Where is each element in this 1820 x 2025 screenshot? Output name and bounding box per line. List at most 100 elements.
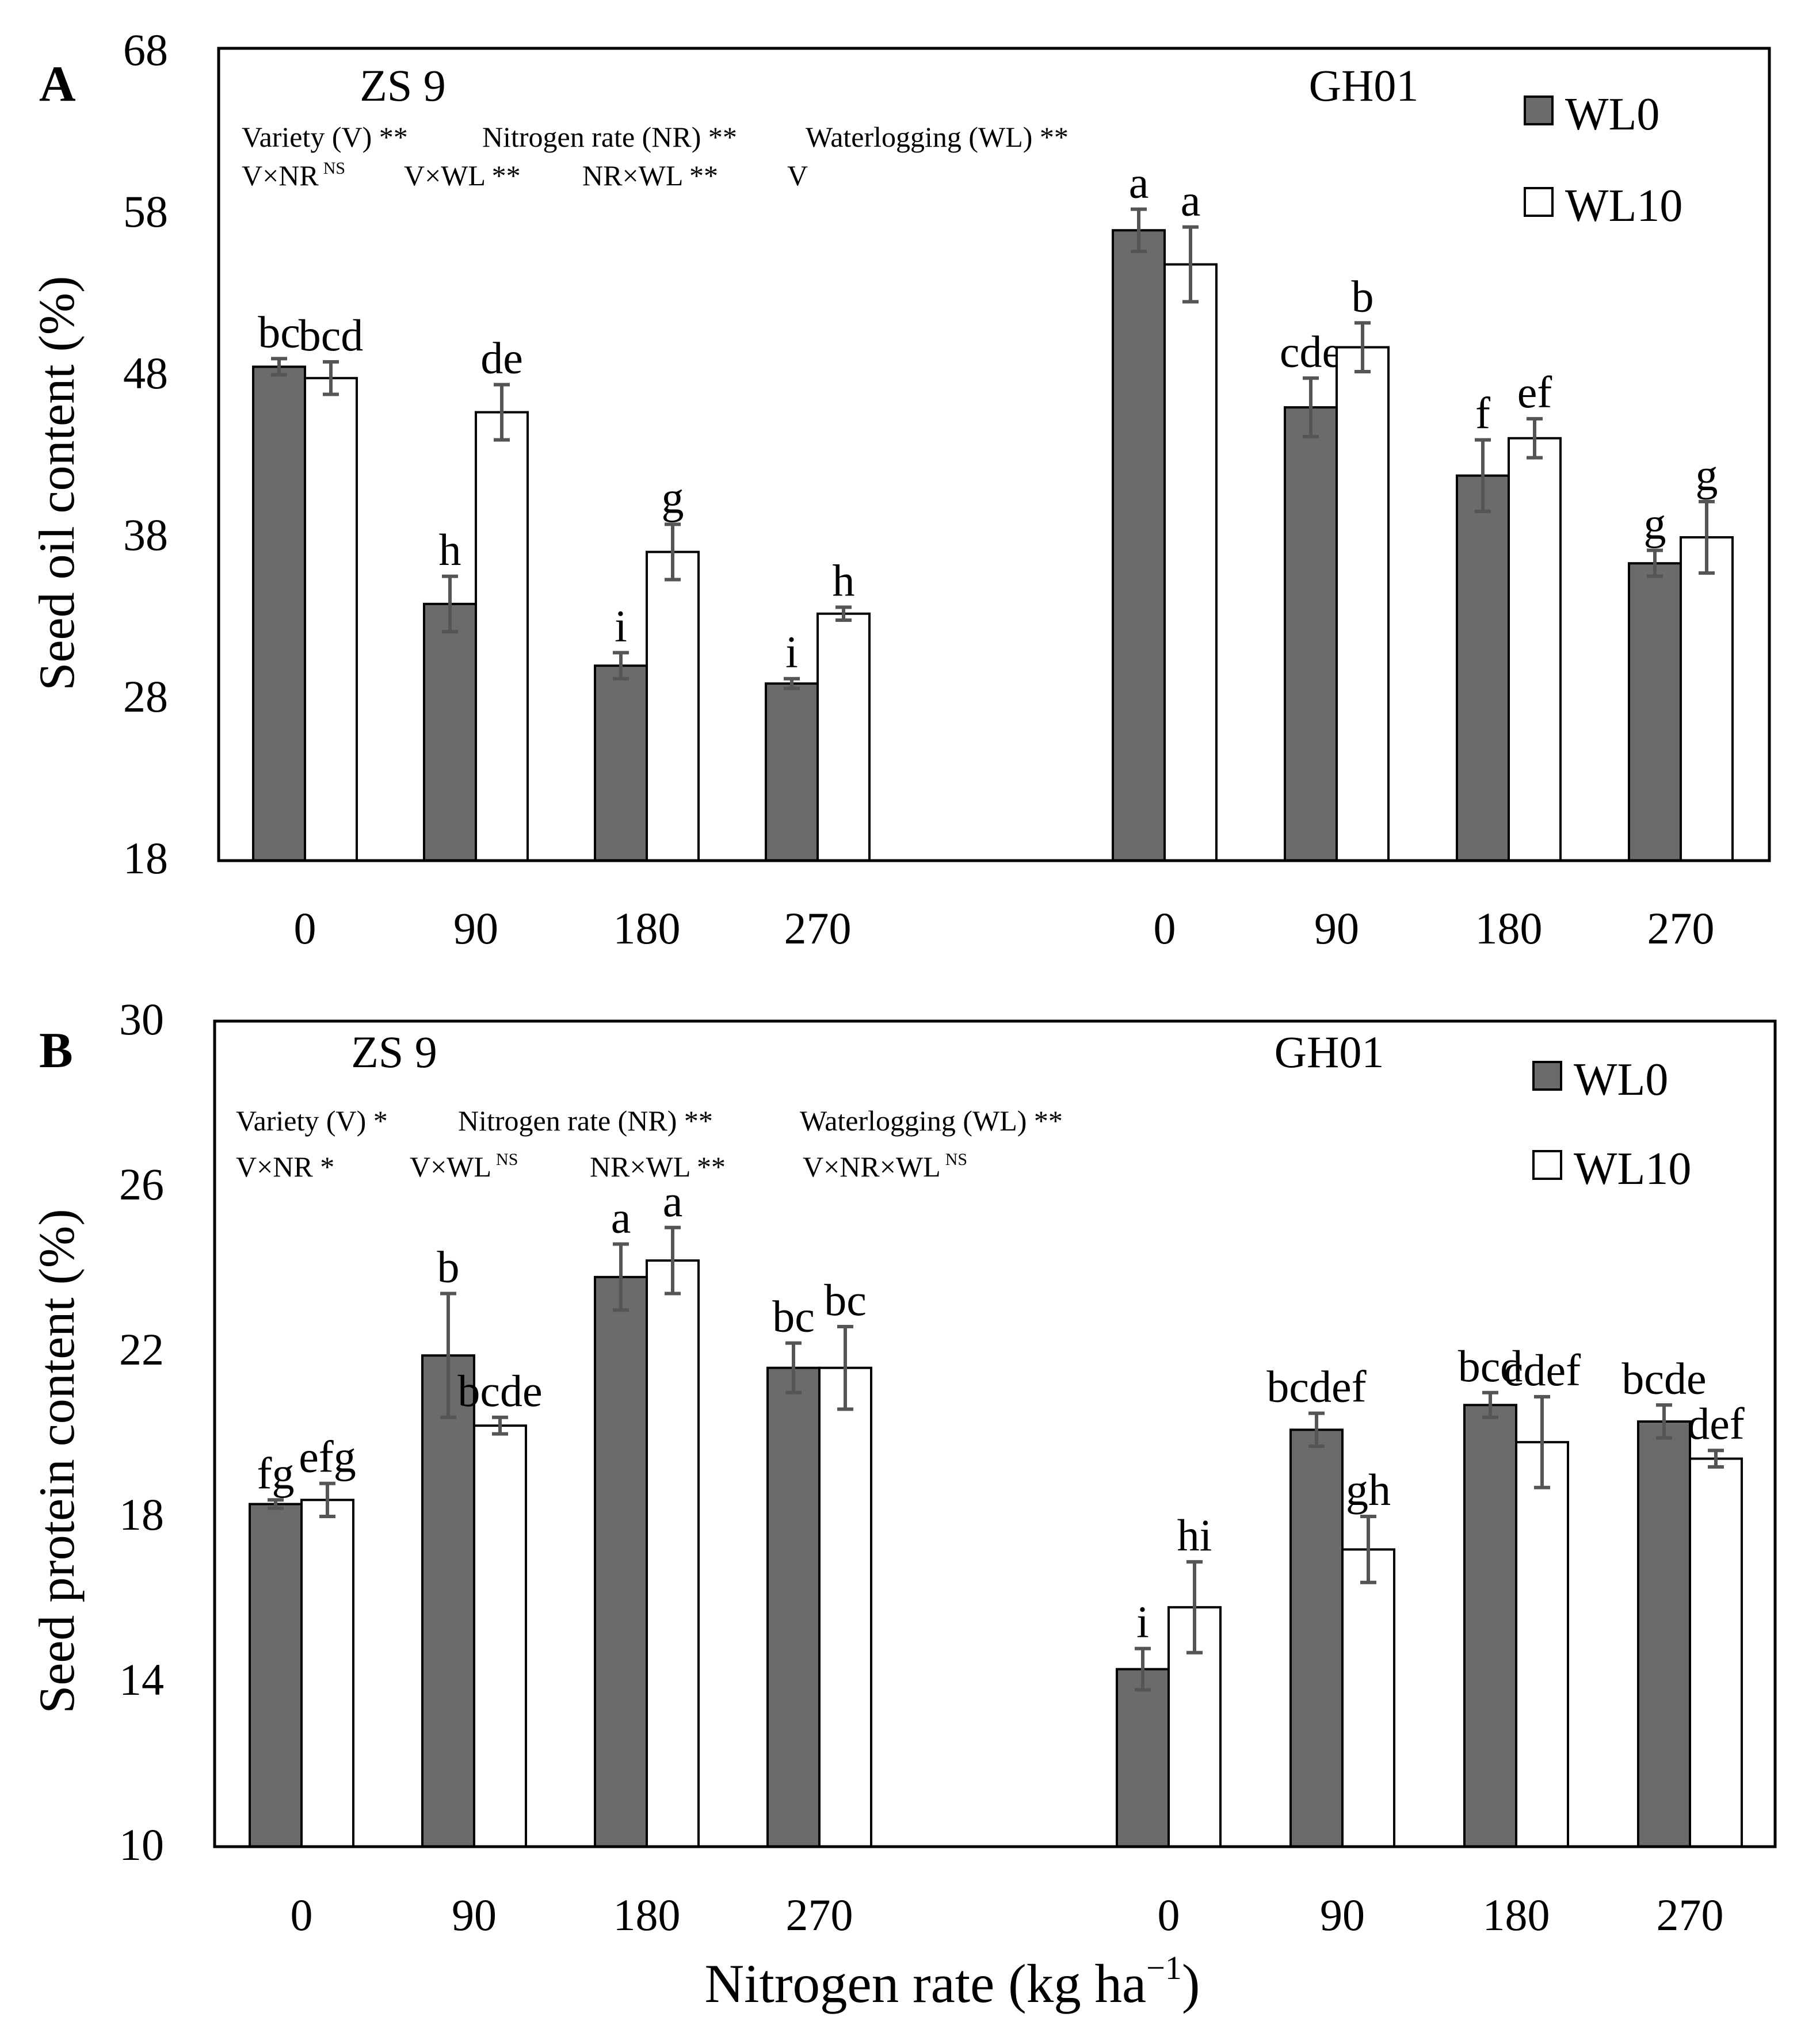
error-bar xyxy=(1482,1390,1498,1419)
significance-label: b xyxy=(437,1242,460,1292)
legend-swatch-wl0 xyxy=(1532,1061,1562,1091)
anova-variety: Variety (V) ** xyxy=(242,121,408,153)
bar-wl10 xyxy=(1341,1548,1395,1848)
anova-v-wl: V×WL NS xyxy=(410,1150,518,1183)
significance-label: a xyxy=(663,1176,683,1226)
significance-label: bcde xyxy=(457,1366,542,1416)
y-tick-label: 18 xyxy=(123,833,168,883)
anova-v-wl-text: V×WL xyxy=(410,1151,491,1183)
x-tick-label: 0 xyxy=(1154,903,1176,953)
anova-nitrogen: Nitrogen rate (NR) ** xyxy=(458,1105,713,1137)
significance-label: g xyxy=(1644,499,1666,549)
anova-nr-wl-text: NR×WL ** xyxy=(582,159,718,192)
significance-label: bc xyxy=(772,1292,815,1342)
panel-b-y-axis-title: Seed protein content (%) xyxy=(29,1209,85,1713)
anova-v-wl-sup: NS xyxy=(496,1150,518,1169)
x-tick-label: 0 xyxy=(291,1890,313,1940)
panel-b-anova-stats: Variety (V) * Nitrogen rate (NR) ** Wate… xyxy=(236,1105,1063,1183)
bar-wl0 xyxy=(249,1503,303,1848)
error-bar xyxy=(1534,1394,1550,1489)
error-bar xyxy=(268,1498,284,1510)
error-bar xyxy=(1354,321,1371,373)
significance-label: bcdef xyxy=(1266,1362,1366,1412)
y-tick-label: 14 xyxy=(119,1655,164,1705)
panel-b-y-ticks: 10 14 18 22 26 30 xyxy=(119,994,164,1870)
significance-label: f xyxy=(1475,388,1490,438)
bar-wl0 xyxy=(421,1354,475,1848)
bar-wl10 xyxy=(1689,1457,1743,1848)
error-bar xyxy=(1708,1449,1724,1469)
error-bar xyxy=(1360,1515,1376,1584)
bar-wl0 xyxy=(1284,406,1338,862)
anova-nitrogen: Nitrogen rate (NR) ** xyxy=(482,121,737,153)
y-tick-label: 30 xyxy=(119,994,164,1044)
bar-wl10 xyxy=(473,1424,527,1848)
anova-v-nr-wl-sup: NS xyxy=(945,1150,967,1169)
x-tick-label: 90 xyxy=(1314,903,1359,953)
y-tick-label: 58 xyxy=(123,186,168,236)
anova-nr-wl: NR×WL ** xyxy=(582,159,718,192)
anova-v-wl: V×WL ** xyxy=(404,159,521,192)
x-tick-label: 270 xyxy=(784,903,852,953)
x-axis-title-sup: −1 xyxy=(1146,1949,1182,1986)
anova-variety: Variety (V) * xyxy=(236,1105,388,1137)
x-tick-label: 0 xyxy=(1158,1890,1180,1940)
error-bar xyxy=(837,1324,853,1411)
x-axis-title-end: ) xyxy=(1182,1953,1200,2014)
error-bar xyxy=(1656,1403,1672,1440)
significance-label: bcd xyxy=(1458,1341,1523,1391)
anova-v-nr-wl-text: V×NR×WL xyxy=(803,1151,941,1183)
significance-label: a xyxy=(1129,158,1149,208)
error-bar xyxy=(440,1292,456,1419)
x-tick-label: 90 xyxy=(1320,1890,1365,1940)
anova-v-nr: V×NR NS xyxy=(242,159,345,192)
error-bar xyxy=(319,1481,335,1518)
significance-label: cdef xyxy=(1504,1345,1581,1395)
anova-v-nr-text: V×NR * xyxy=(236,1151,334,1183)
significance-label: i xyxy=(1136,1597,1149,1647)
bar-wl10 xyxy=(816,612,871,862)
panel-b-label: B xyxy=(39,1023,73,1079)
bar-wl10 xyxy=(300,1499,354,1848)
panel-b-legend: WL0 WL10 xyxy=(1532,1054,1691,1194)
bar-wl0 xyxy=(1456,474,1510,862)
x-tick-label: 0 xyxy=(294,903,316,953)
error-bar xyxy=(1699,499,1715,575)
legend-label-wl10: WL10 xyxy=(1574,1144,1691,1194)
legend-swatch-wl10 xyxy=(1524,187,1554,217)
panel-b-x-ticks: 0 90 180 270 0 90 180 270 xyxy=(291,1890,1724,1940)
anova-v-nr-wl: V×NR×WL NS xyxy=(803,1150,967,1183)
x-tick-label: 270 xyxy=(1647,903,1715,953)
error-bar xyxy=(1647,548,1663,578)
significance-label: h xyxy=(439,525,461,575)
y-tick-label: 22 xyxy=(119,1324,164,1374)
x-tick-label: 90 xyxy=(453,903,498,953)
significance-label: def xyxy=(1687,1399,1745,1449)
error-bar xyxy=(492,1415,508,1436)
x-tick-label: 180 xyxy=(613,1890,681,1940)
bar-wl0 xyxy=(594,664,648,862)
error-bar xyxy=(1303,376,1319,438)
error-bar xyxy=(1135,1646,1151,1692)
error-bar xyxy=(1527,417,1543,460)
x-tick-label: 270 xyxy=(1657,1890,1724,1940)
anova-v-nr-wl: V xyxy=(787,159,808,192)
error-bar xyxy=(1475,438,1491,513)
anova-nr-wl: NR×WL ** xyxy=(590,1151,726,1183)
error-bar xyxy=(1131,207,1147,253)
variety-label-zs9: ZS 9 xyxy=(351,1027,437,1077)
significance-label: de xyxy=(480,333,523,383)
error-bar xyxy=(494,383,510,442)
panel-b: B Seed protein content (%) 10 14 18 22 2… xyxy=(29,994,1777,1940)
bar-wl0 xyxy=(1628,562,1682,862)
bar-wl0 xyxy=(1112,229,1166,862)
variety-label-gh01: GH01 xyxy=(1309,60,1419,110)
panel-a: A Seed oil content (%) 18 28 38 48 58 68… xyxy=(29,25,1771,953)
bar-wl0 xyxy=(1463,1404,1517,1848)
error-bar xyxy=(784,677,800,690)
anova-v-nr-wl-text: V xyxy=(787,159,808,192)
x-tick-label: 180 xyxy=(1483,1890,1550,1940)
error-bar xyxy=(1182,225,1199,304)
